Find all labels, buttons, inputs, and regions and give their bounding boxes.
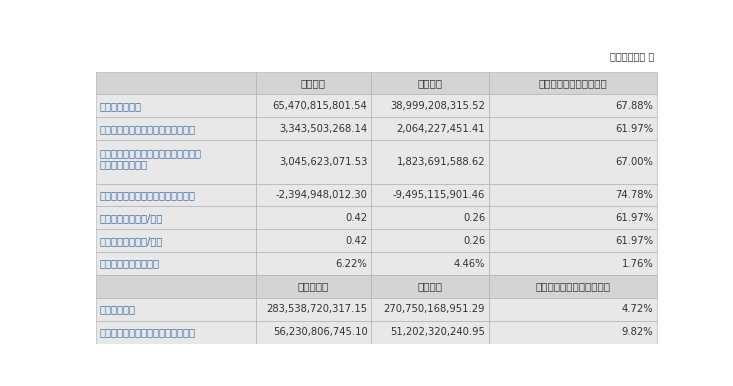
Text: 营业收入（元）: 营业收入（元） <box>100 101 141 111</box>
Bar <box>96 71 256 95</box>
Bar <box>489 252 657 275</box>
Bar <box>489 95 657 117</box>
Text: 2,064,227,451.41: 2,064,227,451.41 <box>397 124 485 134</box>
Bar <box>371 229 489 252</box>
Text: 61.97%: 61.97% <box>615 213 653 223</box>
Text: 0.26: 0.26 <box>463 236 485 246</box>
Bar <box>371 71 489 95</box>
Bar <box>256 229 371 252</box>
Bar <box>489 321 657 344</box>
Text: -2,394,948,012.30: -2,394,948,012.30 <box>276 190 367 200</box>
Bar <box>371 95 489 117</box>
Bar <box>489 229 657 252</box>
Text: 6.22%: 6.22% <box>336 259 367 269</box>
Text: 上年度末: 上年度末 <box>417 281 442 291</box>
Bar <box>96 229 256 252</box>
Text: 67.88%: 67.88% <box>616 101 653 111</box>
Text: 61.97%: 61.97% <box>615 236 653 246</box>
Text: 3,045,623,071.53: 3,045,623,071.53 <box>279 157 367 167</box>
Bar <box>256 140 371 184</box>
Bar <box>489 207 657 229</box>
Bar <box>489 71 657 95</box>
Bar <box>96 321 256 344</box>
Bar <box>256 321 371 344</box>
Text: 加权平均净资产收益率: 加权平均净资产收益率 <box>100 259 160 269</box>
Text: 0.42: 0.42 <box>345 213 367 223</box>
Text: 61.97%: 61.97% <box>615 124 653 134</box>
Text: 本报告期末: 本报告期末 <box>298 281 329 291</box>
Bar <box>256 275 371 298</box>
Text: 本报告期: 本报告期 <box>301 78 326 88</box>
Bar <box>371 140 489 184</box>
Bar <box>371 184 489 207</box>
Text: 4.46%: 4.46% <box>454 259 485 269</box>
Text: 270,750,168,951.29: 270,750,168,951.29 <box>384 304 485 314</box>
Bar <box>256 252 371 275</box>
Text: 稀释每股收益（元/股）: 稀释每股收益（元/股） <box>100 236 163 246</box>
Text: 1,823,691,588.62: 1,823,691,588.62 <box>397 157 485 167</box>
Bar <box>96 140 256 184</box>
Bar <box>371 117 489 140</box>
Bar <box>96 117 256 140</box>
Text: 65,470,815,801.54: 65,470,815,801.54 <box>273 101 367 111</box>
Text: 3,343,503,268.14: 3,343,503,268.14 <box>279 124 367 134</box>
Bar <box>256 184 371 207</box>
Text: -9,495,115,901.46: -9,495,115,901.46 <box>393 190 485 200</box>
Text: 4.72%: 4.72% <box>622 304 653 314</box>
Bar <box>256 207 371 229</box>
Text: 1.76%: 1.76% <box>622 259 653 269</box>
Text: 0.26: 0.26 <box>463 213 485 223</box>
Bar <box>371 321 489 344</box>
Text: 本报告期比上年同期增减: 本报告期比上年同期增减 <box>538 78 607 88</box>
Bar <box>371 275 489 298</box>
Bar <box>96 184 256 207</box>
Bar <box>256 117 371 140</box>
Text: 67.00%: 67.00% <box>616 157 653 167</box>
Text: 0.42: 0.42 <box>345 236 367 246</box>
Text: 总资产（元）: 总资产（元） <box>100 304 136 314</box>
Text: 9.82%: 9.82% <box>622 327 653 337</box>
Bar <box>96 298 256 321</box>
Text: 本报告期末比上年度末增减: 本报告期末比上年度末增减 <box>535 281 611 291</box>
Bar <box>96 207 256 229</box>
Text: 归属于上市公司股东的净资产（元）: 归属于上市公司股东的净资产（元） <box>100 327 196 337</box>
Text: 归属于上市公司股东的净利润（元）: 归属于上市公司股东的净利润（元） <box>100 124 196 134</box>
Text: 上年同期: 上年同期 <box>417 78 442 88</box>
Bar <box>489 184 657 207</box>
Bar <box>96 252 256 275</box>
Text: 56,230,806,745.10: 56,230,806,745.10 <box>273 327 367 337</box>
Text: 单位：人民币 元: 单位：人民币 元 <box>610 51 654 61</box>
Bar <box>489 298 657 321</box>
Bar <box>489 140 657 184</box>
Bar <box>256 298 371 321</box>
Bar <box>96 275 256 298</box>
Text: 经营活动产生的现金流量净额（元）: 经营活动产生的现金流量净额（元） <box>100 190 196 200</box>
Bar <box>371 252 489 275</box>
Text: 283,538,720,317.15: 283,538,720,317.15 <box>266 304 367 314</box>
Text: 归属于上市公司股东的扣除非经常性损
益的净利润（元）: 归属于上市公司股东的扣除非经常性损 益的净利润（元） <box>100 148 202 169</box>
Text: 74.78%: 74.78% <box>616 190 653 200</box>
Bar <box>256 71 371 95</box>
Bar <box>371 207 489 229</box>
Bar <box>489 117 657 140</box>
Bar <box>489 275 657 298</box>
Bar <box>256 95 371 117</box>
Text: 38,999,208,315.52: 38,999,208,315.52 <box>391 101 485 111</box>
Text: 基本每股收益（元/股）: 基本每股收益（元/股） <box>100 213 163 223</box>
Text: 51,202,320,240.95: 51,202,320,240.95 <box>391 327 485 337</box>
Bar <box>371 298 489 321</box>
Bar <box>96 95 256 117</box>
